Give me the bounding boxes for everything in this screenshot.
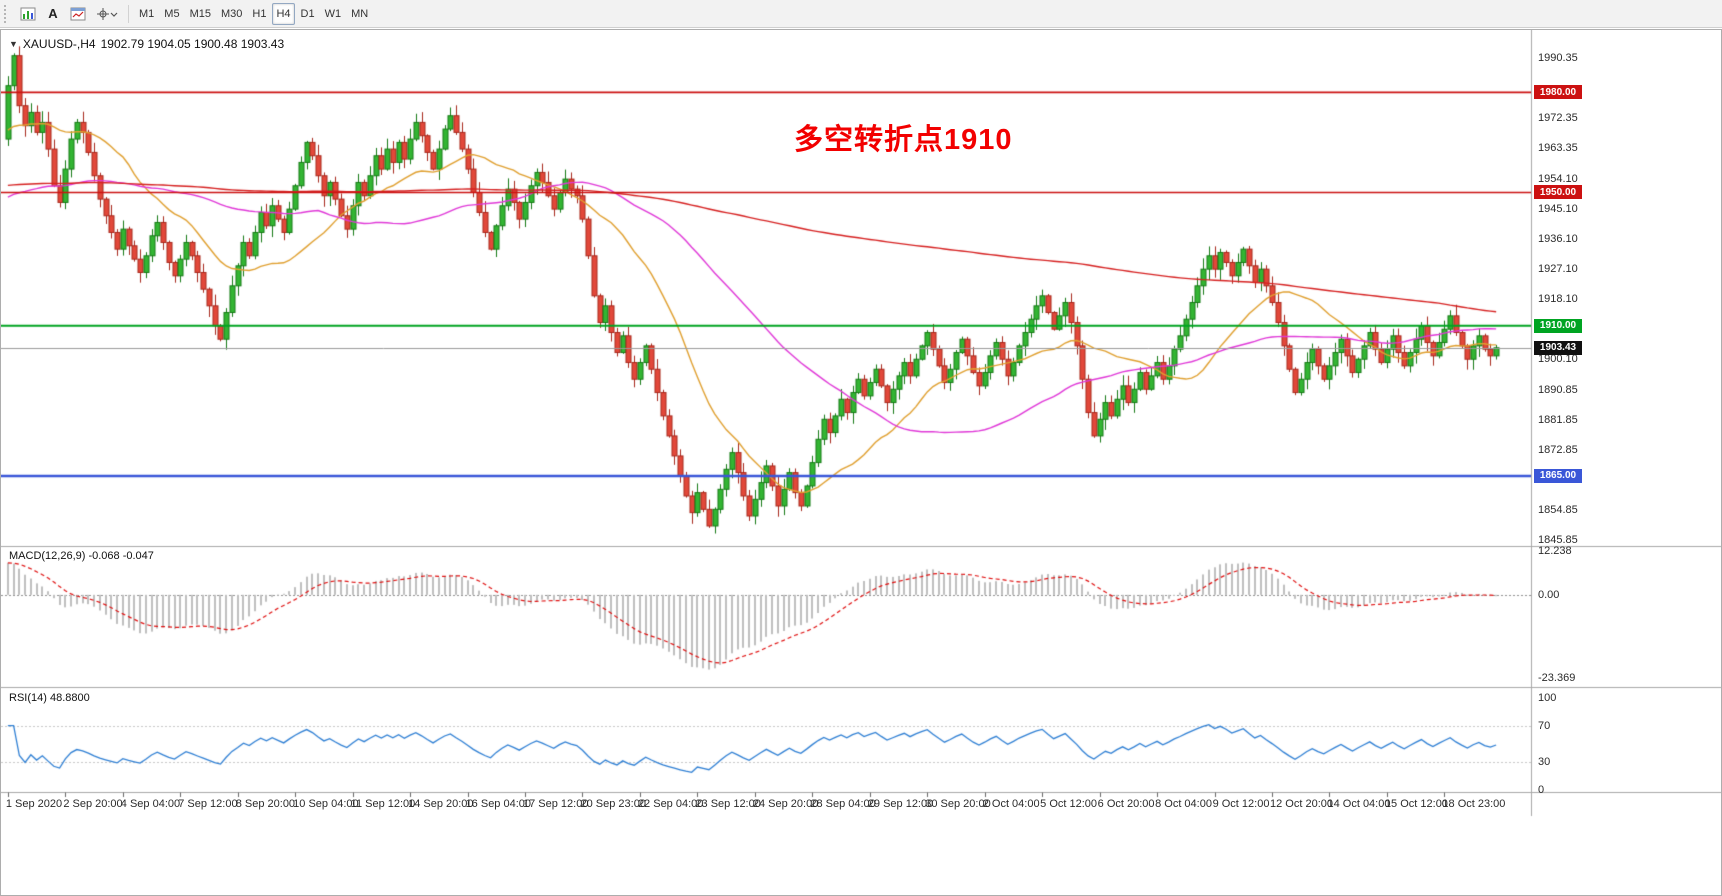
rsi-axis-label: 100 xyxy=(1538,692,1557,704)
rsi-axis-label: 30 xyxy=(1538,756,1551,769)
time-axis-label: 30 Sep 20:00 xyxy=(925,798,991,810)
price-tick-label: 1890.85 xyxy=(1538,383,1578,396)
price-chart-canvas[interactable] xyxy=(1,30,1721,895)
price-tick-label: 1972.35 xyxy=(1538,111,1578,124)
time-axis-label: 7 Sep 12:00 xyxy=(178,798,238,810)
price-level-chip: 1950.00 xyxy=(1534,185,1582,200)
annotation-text: 多空转折点1910 xyxy=(794,124,1013,156)
price-tick-label: 1945.10 xyxy=(1538,202,1578,215)
price-scale[interactable]: 1990.35 1972.35 1963.35 1954.10 1945.10 1936.… xyxy=(1533,30,1721,816)
toolbar-separator xyxy=(128,4,129,23)
price-level-chip: 1980.00 xyxy=(1534,85,1582,100)
time-axis-label: 29 Sep 12:00 xyxy=(867,798,934,810)
toolbar-drag-handle[interactable] xyxy=(4,4,11,23)
macd-axis-label: 0.00 xyxy=(1538,588,1560,601)
timeframe-button-m15[interactable]: M15 xyxy=(186,3,215,25)
price-tick-label: 1854.85 xyxy=(1538,503,1578,516)
price-tick-label: 1918.10 xyxy=(1538,292,1578,305)
timeframe-button-w1[interactable]: W1 xyxy=(321,3,346,25)
time-axis-label: 11 Sep 12:00 xyxy=(350,798,416,810)
crosshair-icon xyxy=(96,7,110,21)
timeframe-group: M1 M5 M15 M30 H1 H4 D1 W1 MN xyxy=(134,2,373,25)
time-axis-label: 15 Oct 12:00 xyxy=(1384,798,1448,810)
time-axis-label: 23 Sep 12:00 xyxy=(695,798,761,810)
time-axis-label: 9 Oct 12:00 xyxy=(1212,798,1270,810)
chart-title-marker-icon: ▼ xyxy=(9,39,18,49)
time-axis-label: 22 Sep 04:00 xyxy=(637,798,704,810)
current-price-chip: 1903.43 xyxy=(1534,340,1582,355)
bar-chart-icon xyxy=(20,7,36,21)
bar-chart-icon-button[interactable] xyxy=(16,3,40,25)
time-axis-label: 2 Oct 04:00 xyxy=(982,798,1040,810)
timeframe-button-d1[interactable]: D1 xyxy=(297,3,319,25)
price-tick-label: 1936.10 xyxy=(1538,232,1578,245)
price-tick-label: 1963.35 xyxy=(1538,141,1578,154)
price-tick-label: 1872.85 xyxy=(1538,443,1578,456)
price-tick-label: 1845.85 xyxy=(1538,533,1578,546)
price-tick-label: 1881.85 xyxy=(1538,413,1578,426)
time-axis-label: 8 Sep 20:00 xyxy=(235,798,296,810)
chart-ohlc-values: 1902.79 1904.05 1900.48 1903.43 xyxy=(100,37,285,51)
time-axis-label: 10 Sep 04:00 xyxy=(293,798,359,810)
timeframe-button-h1[interactable]: H1 xyxy=(248,3,270,25)
rsi-axis-label: 70 xyxy=(1538,719,1551,732)
price-tick-label: 1954.10 xyxy=(1538,172,1578,185)
chart-symbol-label: XAUUSD-,H4 xyxy=(22,37,96,51)
time-axis-label: 8 Oct 04:00 xyxy=(1155,798,1212,810)
price-level-chip: 1910.00 xyxy=(1534,318,1582,333)
text-tool-icon: A xyxy=(48,6,58,21)
crosshair-button[interactable] xyxy=(92,3,122,25)
time-axis-label: 6 Oct 20:00 xyxy=(1097,798,1155,810)
time-axis-label: 14 Sep 20:00 xyxy=(408,798,474,810)
toolbar: A M1 M5 M15 M30 H1 H4 D1 W1 MN xyxy=(0,0,1722,28)
chart-window: ▼ XAUUSD-,H4 1902.79 1904.05 1900.48 190… xyxy=(0,29,1722,896)
time-axis-label: 12 Oct 20:00 xyxy=(1270,798,1334,810)
price-tick-label: 1990.35 xyxy=(1538,51,1578,64)
time-axis-label: 28 Sep 04:00 xyxy=(810,798,876,810)
timeframe-button-m1[interactable]: M1 xyxy=(135,3,158,25)
macd-axis-label: -23.369 xyxy=(1538,671,1576,684)
time-axis-label: 16 Sep 04:00 xyxy=(465,798,532,810)
timeframe-button-h4[interactable]: H4 xyxy=(272,2,295,25)
price-tick-label: 1900.10 xyxy=(1538,352,1578,365)
rsi-indicator-label: RSI(14) 48.8800 xyxy=(9,692,90,704)
text-tool-button[interactable]: A xyxy=(42,3,64,25)
price-level-chip: 1865.00 xyxy=(1534,468,1582,483)
time-axis-label: 24 Sep 20:00 xyxy=(752,798,819,810)
chart-title: ▼ XAUUSD-,H4 1902.79 1904.05 1900.48 190… xyxy=(9,37,284,51)
time-axis[interactable]: 1 Sep 2020 2 Sep 20:00 4 Sep 04:00 7 Sep 12… xyxy=(1,793,1531,816)
macd-indicator-label: MACD(12,26,9) -0.068 -0.047 xyxy=(9,550,154,562)
time-axis-label: 1 Sep 2020 xyxy=(5,798,63,810)
time-axis-label: 4 Sep 04:00 xyxy=(120,798,181,810)
chevron-down-icon xyxy=(110,7,118,21)
rsi-axis-label: 0 xyxy=(1538,784,1545,796)
time-axis-label: 18 Oct 23:00 xyxy=(1442,798,1506,810)
chart-window-icon-button[interactable] xyxy=(66,3,90,25)
timeframe-button-mn[interactable]: MN xyxy=(347,3,372,25)
time-axis-label: 14 Oct 04:00 xyxy=(1327,798,1391,810)
timeframe-button-m5[interactable]: M5 xyxy=(160,3,183,25)
timeframe-button-m30[interactable]: M30 xyxy=(217,3,246,25)
time-axis-label: 20 Sep 23:00 xyxy=(580,798,646,810)
time-axis-label: 5 Oct 12:00 xyxy=(1040,798,1098,810)
chart-window-icon xyxy=(70,7,86,21)
time-axis-label: 17 Sep 12:00 xyxy=(523,798,589,810)
macd-axis-label: 12.238 xyxy=(1538,545,1572,558)
time-axis-label: 2 Sep 20:00 xyxy=(63,798,123,810)
price-tick-label: 1927.10 xyxy=(1538,262,1578,275)
